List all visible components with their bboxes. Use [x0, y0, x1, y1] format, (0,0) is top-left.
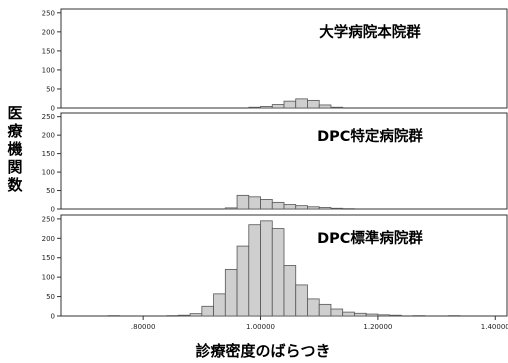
histogram-bar: [107, 315, 121, 317]
y-tick-label: 250: [42, 215, 55, 223]
histogram-bar: [271, 104, 285, 109]
x-tick-label: .80000: [131, 323, 156, 331]
histogram-bar: [248, 196, 261, 210]
histogram-bar: [377, 314, 391, 317]
y-tick-label: 100: [42, 169, 55, 177]
histogram-bar: [271, 228, 285, 317]
histogram-bar: [177, 314, 191, 317]
panel-title: DPC特定病院群: [317, 127, 423, 145]
y-axis-label: 医療機関数: [7, 104, 23, 194]
y-tick-label: 50: [46, 293, 55, 301]
y-tick-label: 150: [42, 254, 55, 262]
histogram-panel: 0 50 100 150 200 250 大学病院本院群: [42, 8, 508, 113]
histogram-bar: [318, 303, 332, 317]
panel-title: 大学病院本院群: [319, 23, 421, 41]
y-tick-label: 50: [46, 85, 55, 93]
histogram-bar: [224, 207, 238, 210]
histogram-bar: [295, 98, 308, 109]
y-tick-label: 100: [42, 274, 55, 282]
x-tick-label: 1.00000: [246, 323, 275, 331]
y-tick-label: 0: [51, 105, 55, 113]
histogram-bar: [271, 201, 285, 210]
histogram-bar: [318, 207, 332, 210]
panel-frame: [60, 112, 508, 210]
histogram-bar: [236, 194, 250, 210]
histogram-bar: [354, 312, 367, 317]
y-tick-label: 200: [42, 235, 55, 243]
histogram-bar: [330, 207, 344, 210]
histogram-bar: [307, 298, 320, 317]
histogram-bar: [283, 100, 297, 109]
histogram-bar: [224, 268, 238, 317]
histogram-bar: [260, 106, 273, 109]
histogram-bar: [365, 313, 379, 317]
histogram-bar: [236, 245, 250, 317]
histogram-bar: [189, 313, 203, 317]
y-tick-label: 250: [42, 9, 55, 17]
histogram-bar: [166, 315, 179, 317]
histogram-bar: [330, 106, 344, 109]
y-tick-label: 150: [42, 47, 55, 55]
histogram-bar: [260, 198, 273, 210]
histogram-bar: [283, 265, 297, 317]
panel-frame: [60, 8, 508, 109]
y-tick-label: 0: [51, 206, 55, 214]
histogram-bar: [342, 311, 355, 317]
x-axis: .80000 1.00000 1.20000 1.40000: [131, 316, 508, 331]
histogram-bar: [307, 206, 320, 210]
histogram-bar: [213, 293, 226, 317]
histogram-bar: [283, 204, 297, 210]
histogram-bar: [447, 315, 461, 317]
panel-title: DPC標準病院群: [317, 229, 423, 247]
histogram-bar: [248, 106, 261, 109]
histogram-bar: [248, 224, 261, 317]
histogram-bar: [318, 104, 332, 109]
histogram-bar: [201, 305, 214, 317]
histogram-bar: [389, 314, 402, 317]
panels-group: 0 50 100 150 200 250 大学病院本院群 0 50 100 150 200 250 DPC…: [42, 8, 508, 321]
y-tick-label: 200: [42, 28, 55, 36]
x-tick-label: 1.40000: [481, 323, 508, 331]
y-tick-label: 0: [51, 313, 55, 321]
histogram-bar: [260, 220, 273, 317]
y-tick-label: 150: [42, 150, 55, 158]
histogram-bar: [330, 308, 344, 317]
histogram-panel: 0 50 100 150 200 250 DPC標準病院群: [42, 214, 508, 321]
histogram-bar: [412, 315, 426, 317]
histogram-bar: [295, 284, 308, 317]
x-axis-label: 診療密度のばらつき: [195, 342, 330, 360]
histogram-panel: 0 50 100 150 200 250 DPC特定病院群: [42, 112, 508, 214]
histogram-bar: [295, 205, 308, 210]
y-tick-label: 100: [42, 66, 55, 74]
y-tick-label: 250: [42, 113, 55, 121]
histogram-bar: [342, 208, 355, 210]
y-tick-label: 50: [46, 187, 55, 195]
y-tick-label: 200: [42, 132, 55, 140]
x-tick-label: 1.20000: [363, 323, 392, 331]
histogram-bar: [307, 99, 320, 109]
